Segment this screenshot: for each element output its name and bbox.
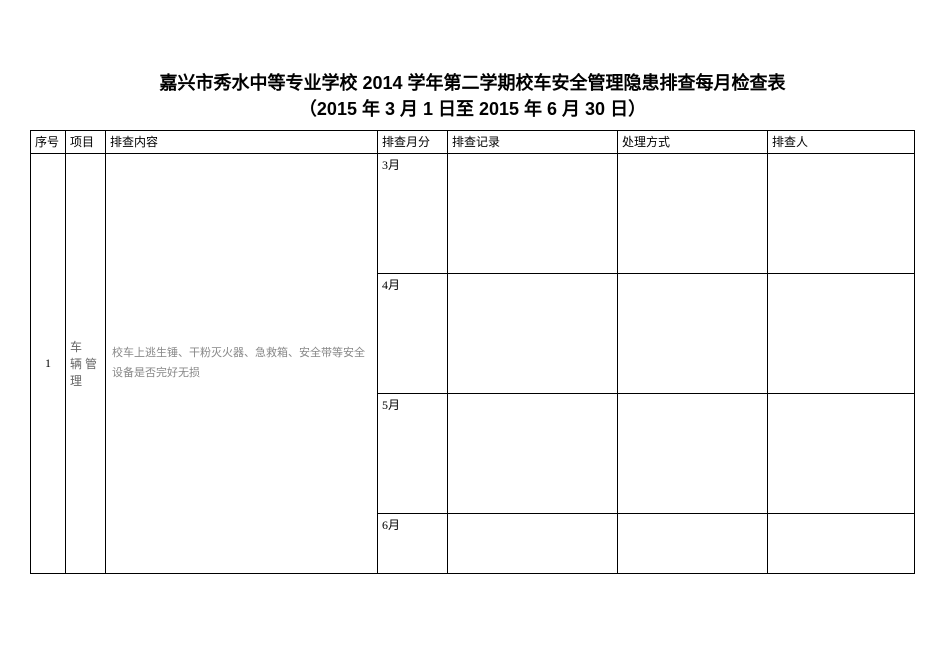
header-item: 项目 (66, 131, 106, 154)
cell-method-4 (618, 274, 768, 394)
cell-record-6 (448, 514, 618, 574)
title-line1: 嘉兴市秀水中等专业学校 2014 学年第二学期校车安全管理隐患排查每月检查表 (30, 70, 915, 97)
title-block: 嘉兴市秀水中等专业学校 2014 学年第二学期校车安全管理隐患排查每月检查表 （… (30, 70, 915, 122)
cell-person-5 (768, 394, 915, 514)
cell-record-4 (448, 274, 618, 394)
cell-record-5 (448, 394, 618, 514)
header-method: 处理方式 (618, 131, 768, 154)
cell-month-5: 5月 (378, 394, 448, 514)
cell-method-3 (618, 154, 768, 274)
cell-month-3: 3月 (378, 154, 448, 274)
cell-month-6: 6月 (378, 514, 448, 574)
cell-content: 校车上逃生锤、干粉灭火器、急救箱、安全带等安全设备是否完好无损 (106, 154, 378, 574)
header-person: 排查人 (768, 131, 915, 154)
cell-person-6 (768, 514, 915, 574)
header-month: 排查月分 (378, 131, 448, 154)
cell-method-5 (618, 394, 768, 514)
cell-person-3 (768, 154, 915, 274)
cell-month-4: 4月 (378, 274, 448, 394)
header-content: 排查内容 (106, 131, 378, 154)
cell-person-4 (768, 274, 915, 394)
header-record: 排查记录 (448, 131, 618, 154)
table-row: 1 车 辆管 理 校车上逃生锤、干粉灭火器、急救箱、安全带等安全设备是否完好无损… (31, 154, 915, 274)
title-line2: （2015 年 3 月 1 日至 2015 年 6 月 30 日） (30, 97, 915, 122)
header-seq: 序号 (31, 131, 66, 154)
cell-method-6 (618, 514, 768, 574)
inspection-table: 序号 项目 排查内容 排查月分 排查记录 处理方式 排查人 1 车 辆管 理 校… (30, 130, 915, 574)
cell-seq: 1 (31, 154, 66, 574)
cell-item: 车 辆管 理 (66, 154, 106, 574)
cell-record-3 (448, 154, 618, 274)
table-header-row: 序号 项目 排查内容 排查月分 排查记录 处理方式 排查人 (31, 131, 915, 154)
